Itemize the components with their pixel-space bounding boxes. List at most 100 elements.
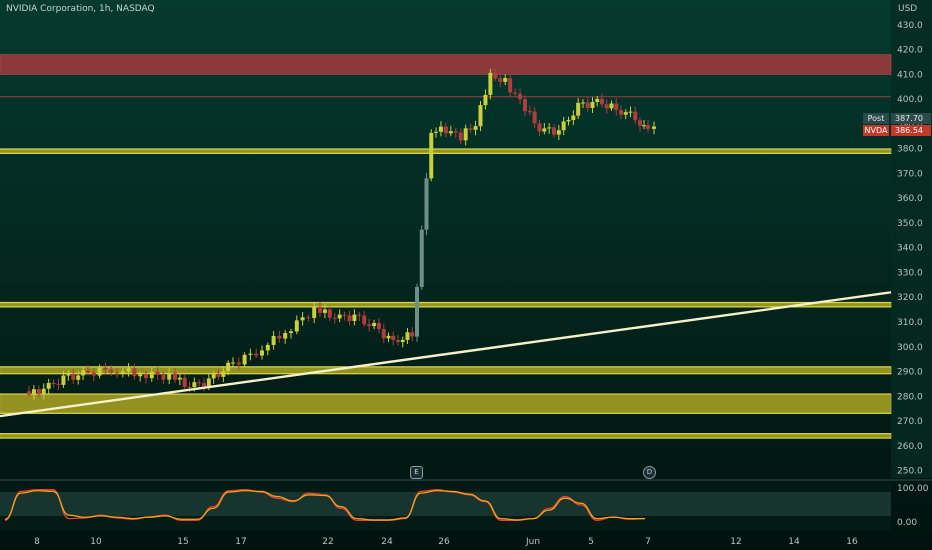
candle-body[interactable] (61, 375, 66, 385)
candle-body[interactable] (322, 309, 327, 313)
candle-body[interactable] (362, 315, 367, 325)
candle-body[interactable] (109, 369, 114, 373)
candle-body[interactable] (71, 374, 76, 380)
candle-body[interactable] (633, 111, 638, 121)
candle-body[interactable] (415, 286, 419, 337)
candle-body[interactable] (518, 93, 523, 100)
candle-body[interactable] (478, 105, 483, 127)
candle-body[interactable] (177, 377, 182, 380)
resistance-zone[interactable] (0, 54, 892, 75)
candle-body[interactable] (377, 323, 381, 329)
candle-body[interactable] (488, 72, 493, 95)
trendline[interactable] (0, 291, 892, 418)
candle-body[interactable] (149, 371, 154, 379)
candle-body[interactable] (566, 120, 571, 122)
candle-body[interactable] (126, 368, 131, 372)
candle-body[interactable] (46, 382, 51, 389)
support-zone[interactable] (0, 301, 892, 308)
candle-body[interactable] (211, 373, 216, 379)
candle-body[interactable] (571, 115, 576, 121)
candle-body[interactable] (372, 323, 377, 327)
price-scale-background[interactable] (891, 0, 932, 478)
candle-body[interactable] (619, 109, 623, 115)
candle-body[interactable] (226, 362, 231, 372)
candle-body[interactable] (532, 111, 537, 124)
candle-body[interactable] (300, 317, 305, 321)
candle-body[interactable] (271, 335, 276, 345)
candle-body[interactable] (206, 378, 211, 387)
candle-body[interactable] (41, 388, 46, 395)
candle-body[interactable] (405, 332, 410, 340)
candle-body[interactable] (31, 389, 36, 395)
candle-body[interactable] (513, 92, 518, 94)
candle-body[interactable] (434, 131, 438, 133)
candle-body[interactable] (231, 362, 235, 364)
candle-body[interactable] (144, 374, 148, 379)
candle-body[interactable] (590, 101, 595, 108)
candle-body[interactable] (337, 314, 342, 319)
candle-body[interactable] (552, 127, 556, 135)
candle-body[interactable] (347, 315, 352, 321)
candle-body[interactable] (294, 320, 299, 332)
candle-body[interactable] (76, 375, 81, 380)
candle-body[interactable] (600, 98, 604, 105)
candle-body[interactable] (561, 121, 566, 131)
candle-body[interactable] (81, 370, 86, 376)
candle-body[interactable] (236, 362, 241, 365)
candle-body[interactable] (381, 328, 386, 339)
candle-body[interactable] (254, 353, 259, 356)
candle-body[interactable] (642, 125, 646, 127)
candle-body[interactable] (155, 371, 160, 375)
candle-body[interactable] (438, 126, 443, 132)
candle-body[interactable] (542, 128, 547, 132)
candle-body[interactable] (312, 306, 317, 318)
candle-body[interactable] (527, 111, 532, 113)
candle-body[interactable] (306, 317, 311, 319)
candle-body[interactable] (424, 178, 429, 230)
candle-body[interactable] (289, 331, 293, 334)
candle-body[interactable] (576, 102, 581, 116)
candle-body[interactable] (508, 77, 513, 93)
candle-body[interactable] (86, 370, 90, 373)
candle-body[interactable] (547, 127, 552, 129)
candle-body[interactable] (623, 112, 628, 115)
candle-body[interactable] (448, 131, 453, 134)
candle-body[interactable] (458, 132, 463, 141)
candle-body[interactable] (138, 374, 143, 377)
candle-body[interactable] (386, 335, 391, 339)
candle-body[interactable] (132, 368, 137, 377)
candle-body[interactable] (197, 382, 202, 384)
support-zone[interactable] (0, 366, 892, 375)
support-zone[interactable] (0, 393, 892, 414)
candle-body[interactable] (483, 94, 488, 106)
candle-body[interactable] (463, 128, 468, 141)
earnings-marker[interactable]: E (410, 466, 423, 479)
candle-body[interactable] (27, 391, 31, 395)
candle-body[interactable] (585, 102, 590, 108)
candle-body[interactable] (342, 314, 347, 316)
candle-body[interactable] (652, 126, 656, 129)
candle-body[interactable] (192, 382, 197, 388)
candle-body[interactable] (103, 367, 108, 370)
candle-body[interactable] (352, 314, 357, 321)
candle-body[interactable] (97, 367, 102, 376)
candle-body[interactable] (66, 374, 71, 376)
candle-body[interactable] (277, 335, 282, 339)
candle-body[interactable] (56, 383, 61, 385)
candle-body[interactable] (468, 128, 473, 130)
candle-body[interactable] (498, 78, 503, 82)
candle-body[interactable] (391, 335, 396, 341)
candle-body[interactable] (493, 72, 498, 79)
candle-body[interactable] (216, 373, 221, 377)
candle-body[interactable] (260, 350, 264, 356)
candle-body[interactable] (242, 354, 247, 365)
candle-body[interactable] (120, 371, 125, 374)
candle-body[interactable] (115, 372, 119, 374)
candle-body[interactable] (332, 317, 337, 319)
candle-body[interactable] (357, 314, 362, 316)
candle-body[interactable] (646, 125, 650, 129)
support-zone[interactable] (0, 148, 892, 154)
candle-body[interactable] (595, 98, 600, 102)
candle-body[interactable] (638, 120, 642, 126)
